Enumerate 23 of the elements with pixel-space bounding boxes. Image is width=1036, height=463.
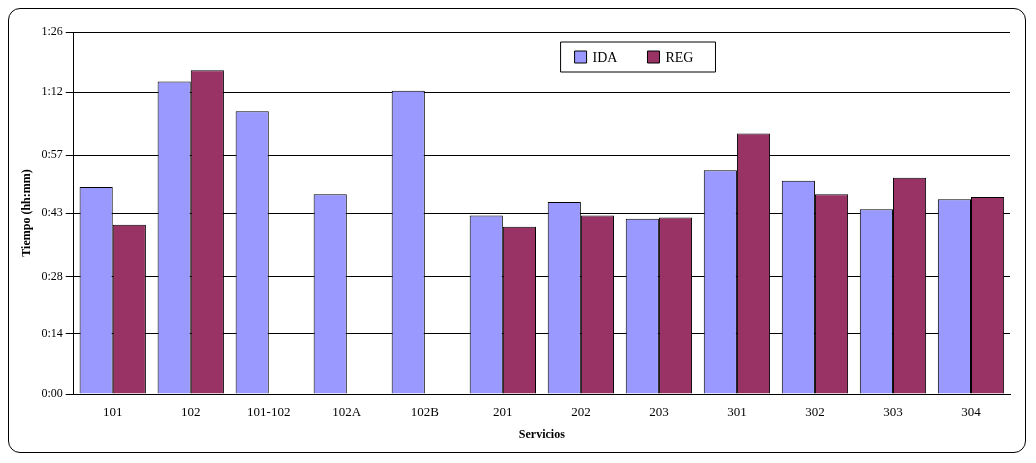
y-axis-title: Tiempo (hh:mm) bbox=[19, 169, 34, 257]
x-tick-label: 201 bbox=[493, 404, 513, 420]
x-tick-label: 202 bbox=[571, 404, 591, 420]
x-axis-title: Servicios bbox=[518, 426, 566, 441]
y-tick-label: 1:12 bbox=[41, 84, 63, 99]
legend-label: IDA bbox=[592, 49, 619, 65]
x-tick-label: 203 bbox=[649, 404, 669, 420]
y-tick-label: 0:00 bbox=[41, 386, 63, 401]
x-tick-label: 102B bbox=[410, 404, 440, 420]
y-tick-label: 0:43 bbox=[41, 205, 63, 220]
x-tick-label: 302 bbox=[805, 404, 825, 420]
y-tick-label: 1:26 bbox=[41, 24, 63, 39]
x-tick-label: 101 bbox=[103, 404, 123, 420]
x-tick-label: 102A bbox=[332, 404, 362, 420]
y-tick-label: 0:14 bbox=[41, 325, 63, 340]
legend-label: REG bbox=[665, 49, 694, 65]
y-tick-label: 0:28 bbox=[41, 268, 63, 283]
y-tick-label: 0:57 bbox=[41, 147, 63, 162]
x-tick-label: 304 bbox=[961, 404, 982, 420]
x-tick-label: 301 bbox=[727, 404, 747, 420]
x-tick-label: 102 bbox=[181, 404, 201, 420]
x-tick-label: 101-102 bbox=[247, 404, 291, 420]
x-tick-label: 303 bbox=[883, 404, 903, 420]
